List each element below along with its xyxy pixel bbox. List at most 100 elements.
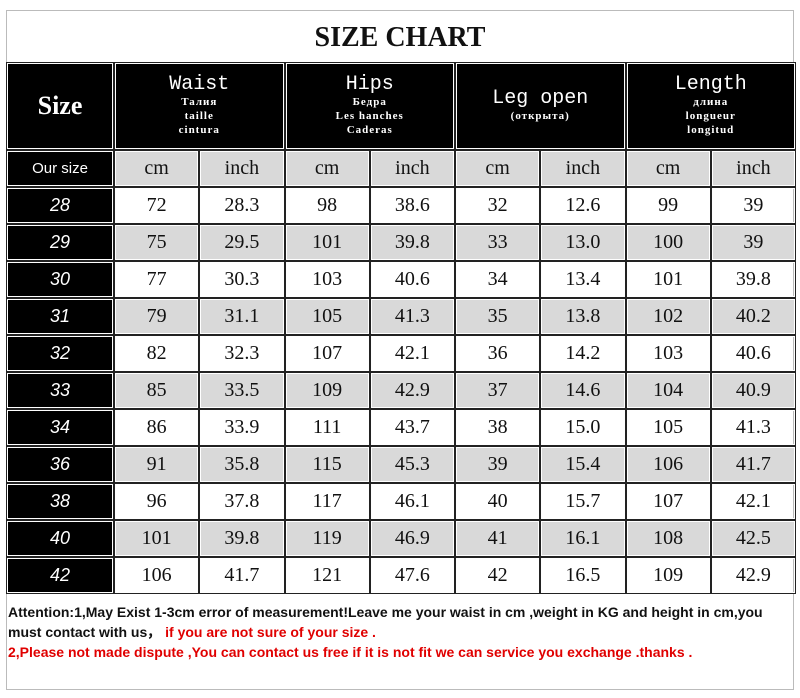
value-cell: 98 bbox=[284, 187, 370, 224]
value-cell: 41 bbox=[455, 520, 541, 557]
value-cell: 39 bbox=[710, 187, 796, 224]
value-cell: 41.3 bbox=[710, 409, 796, 446]
value-cell: 15.0 bbox=[540, 409, 626, 446]
size-header: Size bbox=[6, 62, 114, 150]
value-cell: 31.1 bbox=[199, 298, 285, 335]
unit-cell: cm bbox=[625, 150, 711, 187]
value-cell: 105 bbox=[625, 409, 711, 446]
unit-cell: inch bbox=[540, 150, 626, 187]
value-cell: 99 bbox=[625, 187, 711, 224]
value-cell: 15.4 bbox=[540, 446, 626, 483]
value-cell: 34 bbox=[455, 261, 541, 298]
size-cell: 30 bbox=[6, 261, 114, 298]
value-cell: 13.4 bbox=[540, 261, 626, 298]
group-name: Length bbox=[674, 73, 747, 96]
value-cell: 105 bbox=[284, 298, 370, 335]
size-row: 29 75 29.5 101 39.8 33 13.0 100 39 bbox=[6, 224, 796, 261]
value-cell: 91 bbox=[114, 446, 200, 483]
value-cell: 104 bbox=[625, 372, 711, 409]
size-row: 34 86 33.9 111 43.7 38 15.0 105 41.3 bbox=[6, 409, 796, 446]
value-cell: 82 bbox=[114, 335, 200, 372]
value-cell: 16.1 bbox=[540, 520, 626, 557]
value-cell: 107 bbox=[284, 335, 370, 372]
value-cell: 86 bbox=[114, 409, 200, 446]
value-cell: 15.7 bbox=[540, 483, 626, 520]
value-cell: 46.9 bbox=[369, 520, 455, 557]
unit-cell: cm bbox=[455, 150, 541, 187]
value-cell: 47.6 bbox=[369, 557, 455, 594]
group-translation: Бедра bbox=[352, 96, 387, 108]
value-cell: 108 bbox=[625, 520, 711, 557]
value-cell: 103 bbox=[284, 261, 370, 298]
value-cell: 38 bbox=[455, 409, 541, 446]
unit-cell: inch bbox=[199, 150, 285, 187]
our-size-label: Our size bbox=[6, 150, 114, 187]
size-row: 31 79 31.1 105 41.3 35 13.8 102 40.2 bbox=[6, 298, 796, 335]
value-cell: 38.6 bbox=[369, 187, 455, 224]
title: SIZE CHART bbox=[314, 22, 486, 53]
value-cell: 14.6 bbox=[540, 372, 626, 409]
value-cell: 72 bbox=[114, 187, 200, 224]
value-cell: 41.3 bbox=[369, 298, 455, 335]
value-cell: 40.6 bbox=[369, 261, 455, 298]
group-name: Hips bbox=[345, 73, 394, 96]
unit-cell: cm bbox=[114, 150, 200, 187]
value-cell: 100 bbox=[625, 224, 711, 261]
size-cell: 42 bbox=[6, 557, 114, 594]
note-text: 2,Please not made dispute ,You can conta… bbox=[8, 644, 693, 660]
value-cell: 32.3 bbox=[199, 335, 285, 372]
value-cell: 79 bbox=[114, 298, 200, 335]
value-cell: 36 bbox=[455, 335, 541, 372]
value-cell: 35 bbox=[455, 298, 541, 335]
size-cell: 34 bbox=[6, 409, 114, 446]
group-translation: longitud bbox=[687, 124, 735, 136]
value-cell: 35.8 bbox=[199, 446, 285, 483]
value-cell: 30.3 bbox=[199, 261, 285, 298]
value-cell: 117 bbox=[284, 483, 370, 520]
value-cell: 39.8 bbox=[199, 520, 285, 557]
value-cell: 101 bbox=[625, 261, 711, 298]
value-cell: 41.7 bbox=[710, 446, 796, 483]
value-cell: 106 bbox=[114, 557, 200, 594]
value-cell: 46.1 bbox=[369, 483, 455, 520]
value-cell: 107 bbox=[625, 483, 711, 520]
group-name: Leg open bbox=[492, 87, 589, 110]
value-cell: 121 bbox=[284, 557, 370, 594]
value-cell: 37.8 bbox=[199, 483, 285, 520]
group-header: Waist Талия taille cintura bbox=[114, 62, 285, 150]
value-cell: 13.8 bbox=[540, 298, 626, 335]
size-row: 42 106 41.7 121 47.6 42 16.5 109 42.9 bbox=[6, 557, 796, 594]
value-cell: 77 bbox=[114, 261, 200, 298]
unit-row: Our size cm inch cm inch cm inch cm inch bbox=[6, 150, 796, 187]
value-cell: 12.6 bbox=[540, 187, 626, 224]
value-cell: 41.7 bbox=[199, 557, 285, 594]
size-cell: 29 bbox=[6, 224, 114, 261]
size-cell: 28 bbox=[6, 187, 114, 224]
size-cell: 33 bbox=[6, 372, 114, 409]
group-translation: длина bbox=[693, 96, 729, 108]
group-translation: longueur bbox=[685, 110, 736, 122]
note-text: Attention:1,May Exist 1-3cm error of mea… bbox=[8, 604, 763, 640]
value-cell: 101 bbox=[284, 224, 370, 261]
group-translation: cintura bbox=[178, 124, 220, 136]
unit-cell: cm bbox=[284, 150, 370, 187]
value-cell: 75 bbox=[114, 224, 200, 261]
unit-cell: inch bbox=[369, 150, 455, 187]
value-cell: 42.1 bbox=[369, 335, 455, 372]
group-header: Leg open (открыта) bbox=[455, 62, 626, 150]
value-cell: 119 bbox=[284, 520, 370, 557]
value-cell: 42.1 bbox=[710, 483, 796, 520]
value-cell: 33 bbox=[455, 224, 541, 261]
value-cell: 16.5 bbox=[540, 557, 626, 594]
value-cell: 40.9 bbox=[710, 372, 796, 409]
value-cell: 39.8 bbox=[710, 261, 796, 298]
group-translation: taille bbox=[184, 110, 214, 122]
value-cell: 40 bbox=[455, 483, 541, 520]
value-cell: 32 bbox=[455, 187, 541, 224]
value-cell: 29.5 bbox=[199, 224, 285, 261]
size-row: 30 77 30.3 103 40.6 34 13.4 101 39.8 bbox=[6, 261, 796, 298]
group-translation: (открыта) bbox=[510, 110, 570, 122]
size-row: 40 101 39.8 119 46.9 41 16.1 108 42.5 bbox=[6, 520, 796, 557]
note-warning: if you are not sure of your size . bbox=[161, 624, 376, 640]
